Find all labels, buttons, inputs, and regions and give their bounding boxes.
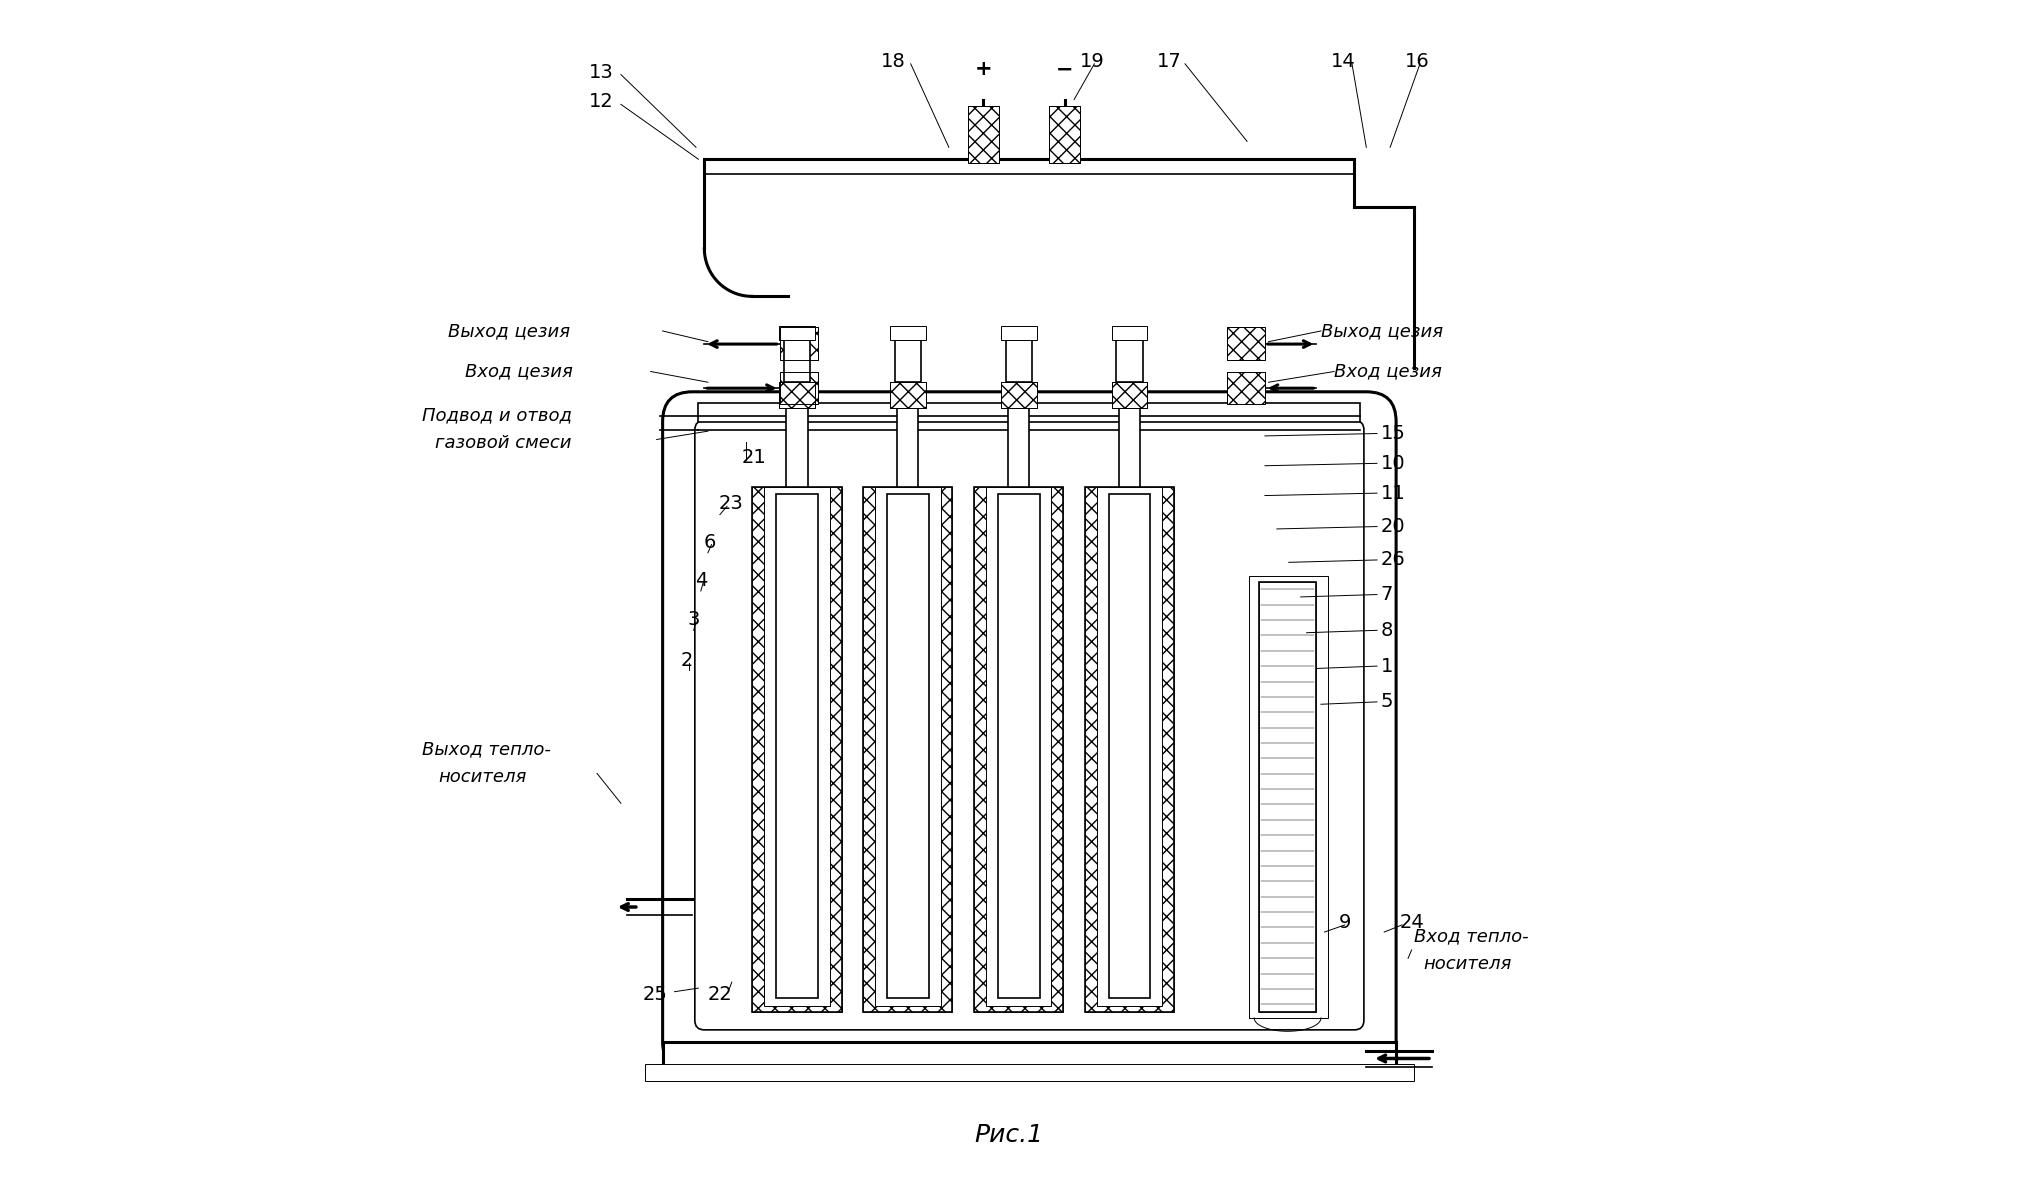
Text: Выход цезия: Выход цезия <box>1321 322 1442 340</box>
Text: 14: 14 <box>1331 52 1355 71</box>
Text: газовой смеси: газовой смеси <box>436 434 571 452</box>
Bar <box>1049 106 1079 163</box>
Bar <box>1085 488 1174 1012</box>
Bar <box>779 327 815 341</box>
Text: 16: 16 <box>1404 52 1430 71</box>
Bar <box>698 402 1359 422</box>
Bar <box>1000 382 1037 408</box>
Bar <box>889 382 926 408</box>
Bar <box>1049 106 1079 163</box>
Text: 6: 6 <box>704 532 716 551</box>
Text: 10: 10 <box>1380 454 1406 473</box>
Text: 9: 9 <box>1339 913 1351 932</box>
Text: 1: 1 <box>1380 657 1394 676</box>
Bar <box>777 495 817 998</box>
Text: Вход цезия: Вход цезия <box>1333 363 1442 381</box>
Bar <box>889 382 926 408</box>
Bar <box>1259 581 1317 1012</box>
Bar <box>752 488 841 1012</box>
Bar <box>974 488 1063 1012</box>
Bar <box>664 1041 1396 1068</box>
Bar <box>1111 382 1148 408</box>
Text: 13: 13 <box>589 62 613 82</box>
Bar <box>779 371 817 404</box>
Text: 12: 12 <box>589 92 613 112</box>
Bar <box>1249 575 1327 1018</box>
Bar <box>1000 382 1037 408</box>
Text: 24: 24 <box>1400 913 1424 932</box>
Bar <box>968 106 998 163</box>
Bar <box>785 341 811 382</box>
Text: Подвод и отвод: Подвод и отвод <box>422 407 571 425</box>
Bar <box>787 402 807 488</box>
Text: 3: 3 <box>688 610 700 629</box>
Bar <box>1109 495 1150 998</box>
Text: Вход тепло-: Вход тепло- <box>1414 928 1529 946</box>
Bar <box>1000 327 1037 341</box>
Text: 5: 5 <box>1380 693 1394 711</box>
Bar <box>1259 581 1317 1012</box>
Text: носителя: носителя <box>438 767 526 785</box>
Bar <box>898 402 918 488</box>
Bar <box>752 488 841 1012</box>
Bar <box>645 1064 1414 1081</box>
Bar <box>1226 371 1265 404</box>
Bar <box>1111 382 1148 408</box>
Text: +: + <box>974 59 992 79</box>
Bar <box>1111 327 1148 341</box>
Text: 4: 4 <box>694 570 708 590</box>
Bar <box>779 371 817 404</box>
FancyBboxPatch shape <box>664 392 1396 1071</box>
Text: 7: 7 <box>1380 585 1394 604</box>
Text: 20: 20 <box>1380 518 1406 536</box>
Bar <box>875 488 940 1006</box>
Bar <box>889 327 926 341</box>
Bar <box>1119 402 1140 488</box>
Bar <box>1226 371 1265 404</box>
Text: 2: 2 <box>680 651 694 670</box>
Text: 25: 25 <box>641 985 668 1004</box>
Text: 17: 17 <box>1156 52 1182 71</box>
Bar <box>896 341 922 382</box>
Bar <box>986 488 1051 1006</box>
Bar <box>779 382 815 408</box>
Text: Рис.1: Рис.1 <box>974 1123 1043 1147</box>
Bar <box>998 495 1039 998</box>
Bar <box>1226 328 1265 359</box>
Text: 23: 23 <box>718 495 744 513</box>
Bar <box>1226 328 1265 359</box>
Bar <box>779 328 817 359</box>
Bar <box>1006 341 1033 382</box>
Text: Выход цезия: Выход цезия <box>448 322 571 340</box>
Bar <box>779 328 817 359</box>
Text: 26: 26 <box>1380 550 1406 569</box>
Bar <box>764 488 829 1006</box>
Text: −: − <box>1055 59 1073 79</box>
Text: Выход тепло-: Выход тепло- <box>422 741 551 759</box>
Text: 19: 19 <box>1079 52 1105 71</box>
Bar <box>1117 341 1144 382</box>
Text: 15: 15 <box>1380 424 1406 443</box>
Bar <box>863 488 952 1012</box>
Text: Вход цезия: Вход цезия <box>464 363 573 381</box>
Text: 11: 11 <box>1380 484 1406 503</box>
Text: 8: 8 <box>1380 621 1394 640</box>
Text: 22: 22 <box>708 985 732 1004</box>
Bar <box>779 382 815 408</box>
Bar <box>974 488 1063 1012</box>
Bar <box>968 106 998 163</box>
Bar <box>863 488 952 1012</box>
Bar <box>1008 402 1029 488</box>
Bar <box>1097 488 1162 1006</box>
Text: 18: 18 <box>881 52 906 71</box>
Bar <box>1085 488 1174 1012</box>
Text: носителя: носителя <box>1424 955 1513 973</box>
Text: 21: 21 <box>742 448 766 467</box>
Bar <box>887 495 928 998</box>
